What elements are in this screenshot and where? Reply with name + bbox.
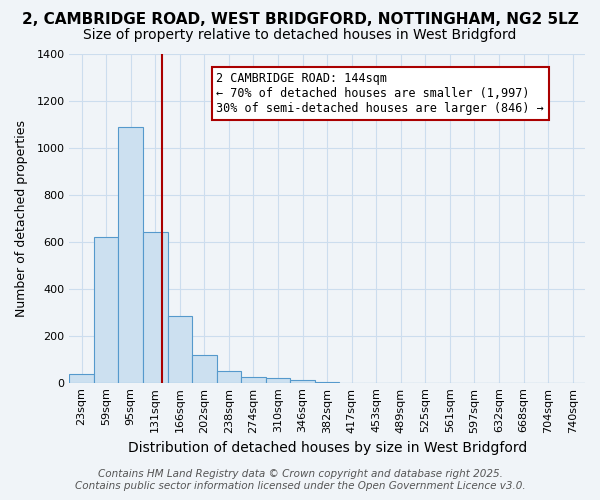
Bar	[167, 316, 192, 382]
Bar	[217, 372, 241, 382]
Bar	[94, 237, 118, 382]
Text: 2, CAMBRIDGE ROAD, WEST BRIDGFORD, NOTTINGHAM, NG2 5LZ: 2, CAMBRIDGE ROAD, WEST BRIDGFORD, NOTTI…	[22, 12, 578, 28]
Bar	[192, 354, 217, 382]
Bar	[70, 374, 94, 382]
X-axis label: Distribution of detached houses by size in West Bridgford: Distribution of detached houses by size …	[128, 441, 527, 455]
Bar	[241, 377, 266, 382]
Bar	[118, 127, 143, 382]
Text: Size of property relative to detached houses in West Bridgford: Size of property relative to detached ho…	[83, 28, 517, 42]
Y-axis label: Number of detached properties: Number of detached properties	[15, 120, 28, 317]
Bar	[143, 232, 167, 382]
Text: 2 CAMBRIDGE ROAD: 144sqm
← 70% of detached houses are smaller (1,997)
30% of sem: 2 CAMBRIDGE ROAD: 144sqm ← 70% of detach…	[216, 72, 544, 115]
Bar	[266, 378, 290, 382]
Bar	[290, 380, 315, 382]
Text: Contains HM Land Registry data © Crown copyright and database right 2025.
Contai: Contains HM Land Registry data © Crown c…	[74, 470, 526, 491]
